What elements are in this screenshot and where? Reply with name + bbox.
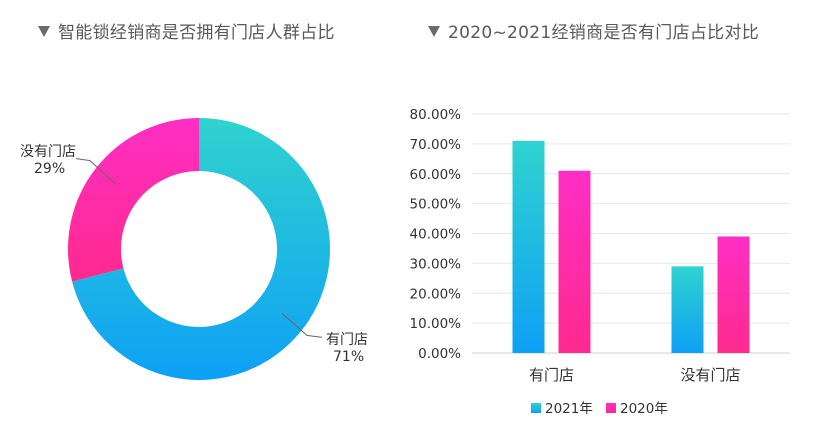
donut-chart-title: 智能锁经销商是否拥有门店人群占比 xyxy=(38,18,335,43)
bar xyxy=(671,266,704,353)
y-tick-label: 10.00% xyxy=(410,316,461,332)
triangle-down-icon xyxy=(428,26,440,37)
slice-value-label: 29% xyxy=(34,161,65,177)
y-tick-label: 20.00% xyxy=(410,286,461,302)
bar xyxy=(512,140,545,353)
bar-chart: 0.00% 10.00% 20.00% 30.00% 40.00% 50.00% 60.00… xyxy=(410,107,790,417)
triangle-down-icon xyxy=(38,26,50,37)
donut-slice xyxy=(72,118,331,380)
x-tick-label: 没有门店 xyxy=(680,366,740,384)
bar-chart-title: 2020~2021经销商是否有门店占比对比 xyxy=(428,18,759,43)
slice-value-label: 71% xyxy=(333,349,364,365)
donut-chart-title-text: 智能锁经销商是否拥有门店人群占比 xyxy=(58,23,335,43)
x-tick-label: 有门店 xyxy=(529,366,574,384)
y-tick-label: 70.00% xyxy=(410,137,461,153)
legend-label: 2020年 xyxy=(620,401,668,417)
donut-slice xyxy=(68,118,199,282)
leader-line xyxy=(75,158,117,186)
y-tick-label: 50.00% xyxy=(410,197,461,213)
slice-label: 有门店 xyxy=(326,332,368,348)
bar-chart-title-text: 2020~2021经销商是否有门店占比对比 xyxy=(448,23,760,43)
y-tick-label: 60.00% xyxy=(410,167,461,183)
leader-line xyxy=(281,312,323,338)
legend-swatch xyxy=(606,403,616,413)
y-tick-label: 80.00% xyxy=(410,107,461,123)
y-tick-label: 0.00% xyxy=(418,346,461,362)
y-tick-label: 40.00% xyxy=(410,227,461,243)
bar xyxy=(558,170,591,353)
legend-label: 2021年 xyxy=(545,401,593,417)
legend-swatch xyxy=(531,403,541,413)
y-tick-label: 30.00% xyxy=(410,256,461,272)
slice-label: 没有门店 xyxy=(20,144,76,160)
bar xyxy=(717,236,750,353)
